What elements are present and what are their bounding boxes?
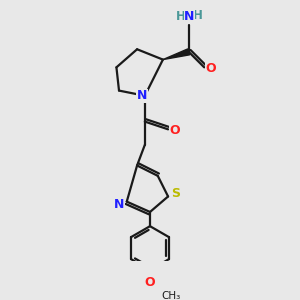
Text: H: H [176, 11, 186, 23]
Text: O: O [206, 62, 216, 75]
Text: N: N [114, 198, 125, 211]
Polygon shape [163, 49, 190, 60]
Text: N: N [137, 89, 147, 102]
Text: N: N [184, 11, 195, 23]
Text: H: H [193, 9, 203, 22]
Text: CH₃: CH₃ [162, 291, 181, 300]
Text: S: S [171, 188, 180, 200]
Text: O: O [145, 277, 155, 290]
Text: O: O [169, 124, 180, 137]
